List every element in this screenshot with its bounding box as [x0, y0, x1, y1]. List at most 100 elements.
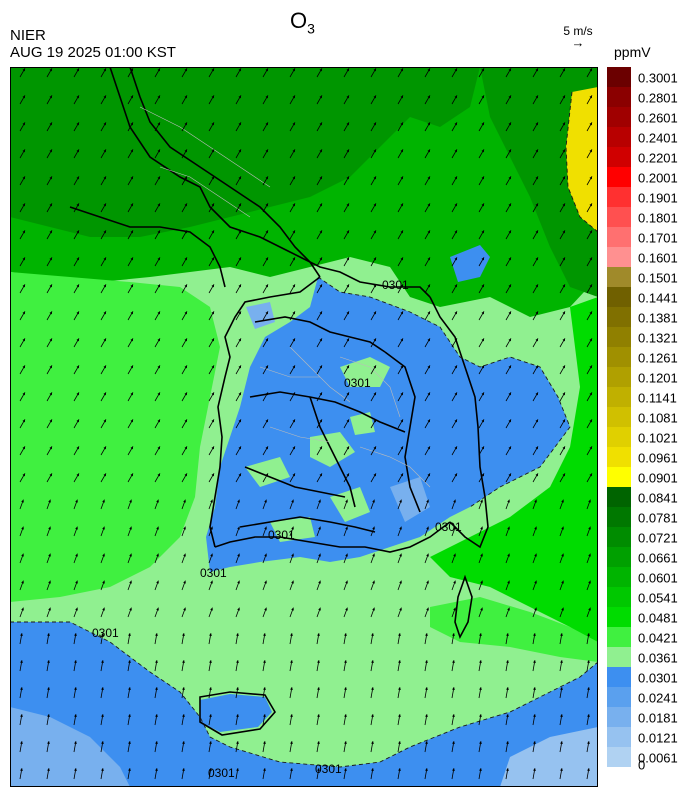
wind-arrow-head: [535, 473, 538, 477]
mid-o3-east-sea: [430, 297, 598, 647]
wind-arrow-head: [587, 714, 590, 718]
wind-arrow-head: [130, 392, 133, 396]
wind-arrow-head: [130, 419, 133, 423]
wind-arrow-head: [427, 473, 430, 477]
wind-arrow-head: [346, 230, 349, 234]
colorbar-swatch: [607, 627, 631, 648]
contour-label: 0301: [200, 566, 227, 580]
wind-arrow-head: [317, 687, 320, 691]
wind-arrow-head: [22, 365, 25, 369]
wind-arrow-head: [264, 526, 267, 530]
wind-arrow-head: [49, 392, 52, 396]
colorbar-label: 0.2201: [638, 150, 678, 166]
wind-arrow-head: [346, 338, 349, 342]
wind-arrow-head: [211, 95, 214, 99]
wind-arrow-head: [103, 473, 106, 477]
wind-arrow-head: [129, 553, 132, 557]
wind-arrow-head: [157, 257, 160, 261]
green-strip-southeast: [430, 597, 598, 662]
wind-arrow-head: [292, 95, 295, 99]
wind-arrow-head: [238, 149, 241, 153]
wind-arrow-head: [211, 257, 214, 261]
wind-arrow-head: [588, 607, 591, 611]
wind-arrow-head: [346, 473, 349, 477]
colorbar-swatch: [607, 367, 631, 388]
lighter-blue-south: [10, 707, 130, 787]
wind-arrow-head: [427, 149, 430, 153]
colorbar-swatch: [607, 87, 631, 108]
wind-arrow-head: [533, 714, 536, 718]
wind-arrow-head: [292, 122, 295, 126]
wind-arrow-head: [344, 660, 347, 664]
wind-arrow-head: [319, 149, 322, 153]
wind-arrow-head: [184, 203, 187, 207]
wind-arrow-head: [400, 338, 403, 342]
wind-arrow-head: [346, 284, 349, 288]
wind-arrow-head: [209, 687, 212, 691]
wind-arrow-head: [588, 580, 591, 584]
wind-arrow-head: [74, 633, 77, 637]
wind-arrow-head: [373, 203, 376, 207]
wind-arrow-head: [76, 338, 79, 342]
wind-arrow-head: [155, 660, 158, 664]
colorbar-swatch: [607, 407, 631, 428]
wind-arrow-head: [400, 284, 403, 288]
wind-arrow-head: [76, 446, 79, 450]
wind-arrow-head: [481, 473, 484, 477]
wind-arrow-head: [373, 122, 376, 126]
wind-arrow-head: [480, 526, 483, 530]
wind-arrow-head: [265, 365, 268, 369]
wind-arrow-head: [453, 607, 456, 611]
wind-arrow-head: [589, 68, 592, 72]
wind-arrow-head: [157, 446, 160, 450]
colorbar-swatch: [607, 707, 631, 728]
wind-arrow-head: [319, 95, 322, 99]
wind-arrow-head: [508, 392, 511, 396]
wind-arrow-head: [560, 660, 563, 664]
wind-arrow-head: [76, 149, 79, 153]
wind-arrow-head: [49, 473, 52, 477]
wind-arrow-head: [452, 660, 455, 664]
wind-arrow-head: [427, 257, 430, 261]
colorbar-swatch: [607, 307, 631, 328]
wind-arrow-head: [156, 499, 159, 503]
wind-arrow-head: [291, 553, 294, 557]
colorbar-label: 0.1081: [638, 410, 678, 426]
colorbar: [607, 67, 631, 767]
wind-arrow-head: [21, 526, 24, 530]
wind-arrow-head: [480, 553, 483, 557]
colorbar-label: 0.0841: [638, 490, 678, 506]
wind-arrow-head: [103, 446, 106, 450]
colorbar-swatch: [607, 687, 631, 708]
wind-arrow-head: [400, 176, 403, 180]
wind-arrow-head: [587, 768, 590, 772]
pocket-6: [350, 412, 375, 435]
wind-arrow-head: [508, 338, 511, 342]
wind-arrow-head: [292, 230, 295, 234]
colorbar-swatch: [607, 727, 631, 748]
wind-arrow-head: [371, 687, 374, 691]
wind-arrow-head: [562, 176, 565, 180]
wind-arrow-head: [102, 607, 105, 611]
colorbar-label: 0.0721: [638, 530, 678, 546]
wind-arrow-head: [236, 768, 239, 772]
wind-arrow-head: [533, 741, 536, 745]
wind-arrow-head: [210, 499, 213, 503]
wind-arrow-head: [22, 446, 25, 450]
wind-arrow-head: [130, 149, 133, 153]
wind-arrow-head: [589, 311, 592, 315]
wind-arrow-head: [49, 284, 52, 288]
wind-arrow-head: [264, 607, 267, 611]
wind-arrow-head: [346, 392, 349, 396]
wind-arrow-head: [561, 580, 564, 584]
wind-arrow-head: [508, 68, 511, 72]
wind-arrow-head: [184, 284, 187, 288]
wind-arrow-head: [236, 687, 239, 691]
wind-arrow-head: [454, 419, 457, 423]
wind-arrow-head: [508, 149, 511, 153]
wind-arrow-head: [263, 660, 266, 664]
wind-arrow-head: [22, 473, 25, 477]
wind-arrow-head: [48, 553, 51, 557]
wind-arrow-head: [49, 257, 52, 261]
wind-arrow-head: [290, 714, 293, 718]
